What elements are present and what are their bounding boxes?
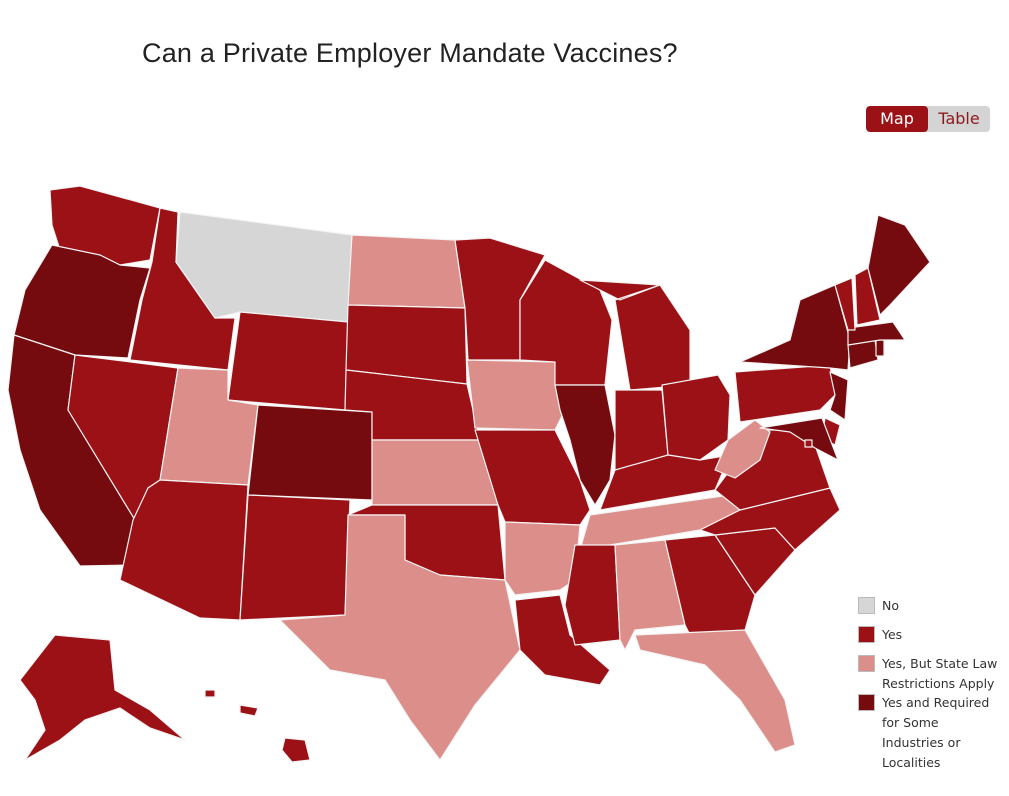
legend-swatch-no bbox=[858, 597, 875, 614]
state-md[interactable] bbox=[759, 417, 839, 461]
state-or[interactable] bbox=[13, 244, 151, 359]
state-me[interactable] bbox=[867, 214, 931, 316]
state-ri[interactable] bbox=[875, 339, 885, 357]
state-dc[interactable] bbox=[804, 439, 813, 448]
legend-swatch-yes bbox=[858, 626, 875, 643]
state-az[interactable] bbox=[119, 479, 249, 621]
state-co[interactable] bbox=[247, 404, 373, 501]
state-tx[interactable] bbox=[279, 514, 521, 761]
legend-item-no: No bbox=[858, 597, 1009, 616]
state-id[interactable] bbox=[129, 207, 236, 371]
legend-item-restricted: Yes, But State Law Restrictions Apply bbox=[858, 655, 1000, 694]
view-toggle[interactable]: Map Table bbox=[866, 106, 990, 132]
state-la[interactable] bbox=[514, 594, 611, 686]
map-view-button[interactable]: Map bbox=[866, 106, 928, 132]
state-nh[interactable] bbox=[854, 267, 881, 326]
legend-label-yes: Yes bbox=[882, 627, 903, 642]
legend-label-restricted: Yes, But State Law Restrictions Apply bbox=[882, 656, 998, 691]
state-ar[interactable] bbox=[504, 521, 581, 596]
state-oh[interactable] bbox=[661, 374, 731, 461]
legend-label-required: Yes and Required for Some Industries or … bbox=[882, 695, 990, 770]
state-mo[interactable] bbox=[474, 429, 591, 526]
legend-item-required: Yes and Required for Some Industries or … bbox=[858, 694, 1004, 773]
state-fl[interactable] bbox=[634, 629, 796, 753]
legend-swatch-required bbox=[858, 694, 875, 711]
page-title: Can a Private Employer Mandate Vaccines? bbox=[142, 38, 678, 68]
state-pa[interactable] bbox=[734, 364, 836, 423]
state-ks[interactable] bbox=[371, 439, 499, 506]
state-ak[interactable] bbox=[19, 634, 186, 761]
state-ms[interactable] bbox=[564, 544, 621, 646]
state-nj[interactable] bbox=[829, 371, 849, 421]
us-states-map bbox=[7, 185, 931, 763]
legend-swatch-restricted bbox=[858, 655, 875, 672]
state-il[interactable] bbox=[554, 384, 616, 506]
state-nm[interactable] bbox=[239, 494, 351, 621]
state-mi[interactable] bbox=[579, 279, 691, 391]
table-view-button[interactable]: Table bbox=[938, 109, 980, 128]
state-ma[interactable] bbox=[847, 321, 906, 346]
state-hi[interactable] bbox=[204, 689, 311, 763]
legend-label-no: No bbox=[882, 598, 899, 613]
state-ny[interactable] bbox=[739, 284, 851, 371]
state-vt[interactable] bbox=[834, 277, 856, 331]
state-nd[interactable] bbox=[347, 234, 466, 309]
legend-item-yes: Yes bbox=[858, 626, 1009, 645]
state-wy[interactable] bbox=[227, 311, 349, 411]
